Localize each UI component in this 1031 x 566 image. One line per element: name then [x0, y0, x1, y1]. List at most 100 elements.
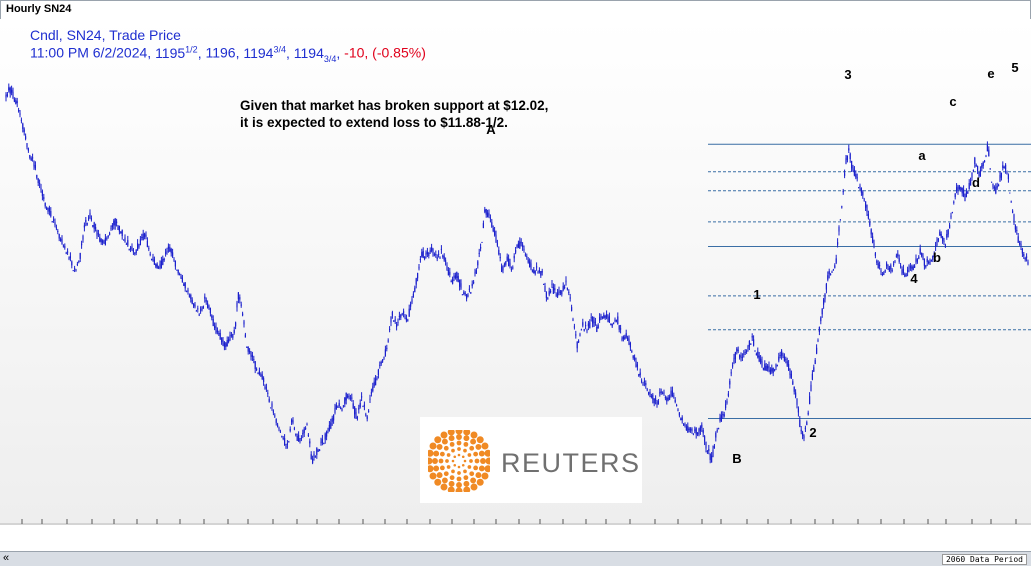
candle-body [874, 253, 876, 256]
scroll-left-button[interactable]: « [3, 552, 10, 564]
candle-body [935, 245, 937, 247]
candle-body [170, 248, 172, 254]
candle-body [620, 328, 622, 330]
candle-body [307, 434, 309, 436]
candle-body [155, 263, 157, 267]
candle-body [575, 334, 577, 336]
candle-body [811, 373, 813, 380]
candle-body [113, 220, 115, 226]
candle-body [865, 201, 867, 208]
candle-body [253, 359, 255, 361]
candle-body [124, 237, 126, 242]
candle-body [975, 165, 977, 167]
logo-dot [478, 450, 485, 457]
candle-body [286, 443, 288, 445]
candle-body [788, 364, 790, 370]
candle-body [461, 294, 463, 296]
candle-body [768, 365, 770, 371]
candle-body [971, 172, 973, 178]
candle-body [410, 303, 412, 307]
candle-body [22, 123, 24, 129]
price-chart[interactable]: A B 1 2 3 4 5 a b c d e 232528310206081114162123272… [0, 19, 1031, 525]
candle-body [650, 396, 652, 398]
candle-body [649, 391, 651, 397]
candle-body [33, 161, 35, 167]
candle-body [659, 392, 661, 394]
candle-body [660, 391, 662, 393]
candle-body [153, 259, 155, 265]
candle-body [488, 213, 490, 216]
candle-body [593, 320, 595, 327]
candle-body [50, 211, 52, 217]
candle-body [229, 335, 231, 340]
candle-body [1007, 174, 1009, 180]
candle-body [319, 449, 321, 451]
logo-dot [480, 458, 486, 464]
candle-body [306, 424, 308, 426]
candle-body [356, 417, 358, 419]
candle-body [939, 231, 941, 236]
candle-body [634, 357, 636, 360]
logo-dot [475, 472, 482, 479]
candle-body [807, 412, 809, 415]
candle-body [53, 219, 55, 221]
candle-body [681, 417, 683, 421]
candle-body [132, 249, 134, 253]
candle-body [852, 167, 854, 171]
candle-body [887, 265, 889, 268]
candle-body [652, 394, 654, 400]
candle-body [218, 333, 220, 335]
candle-body [673, 395, 675, 397]
candle-body [586, 330, 588, 332]
candle-body [800, 429, 802, 432]
candle-body [131, 246, 133, 248]
candle-body [496, 242, 498, 246]
candle-body [687, 425, 689, 433]
candle-body [337, 406, 339, 408]
candle-body [839, 219, 841, 221]
candle-body [558, 290, 560, 293]
candle-body [368, 410, 370, 412]
candle-body [9, 87, 11, 94]
candle-body [473, 281, 475, 284]
candle-body [730, 372, 732, 374]
candle-body [251, 354, 253, 357]
legend-low-whole: 1194 [243, 44, 274, 61]
candle-body [296, 436, 298, 441]
candle-body [750, 343, 752, 345]
candle-body [1005, 164, 1007, 170]
candle-body [667, 397, 669, 400]
logo-dot [463, 475, 469, 481]
candle-body [708, 449, 710, 452]
candle-body [629, 343, 631, 348]
candle-body [158, 267, 160, 269]
candle-body [967, 191, 969, 194]
candle-body [600, 315, 602, 318]
candle-body [65, 252, 67, 254]
candle-body [302, 433, 304, 435]
candle-body [950, 215, 952, 218]
candle-body [264, 386, 266, 389]
candle-body [400, 314, 402, 318]
candle-body [106, 238, 108, 240]
candle-body [718, 428, 720, 430]
candle-body [228, 339, 230, 343]
candle-body [268, 398, 270, 402]
candle-body [491, 222, 493, 227]
candle-body [267, 392, 269, 394]
candle-body [181, 277, 183, 283]
logo-dot [455, 430, 463, 435]
candle-body [69, 256, 71, 259]
candle-body [590, 317, 592, 319]
candle-body [554, 288, 556, 291]
level-lines [708, 143, 1031, 420]
candle-body [775, 364, 777, 368]
candle-body [340, 407, 342, 409]
logo-dot [440, 483, 448, 491]
candle-body [111, 225, 113, 228]
candle-body [81, 243, 83, 246]
candle-body [748, 341, 750, 347]
candle-body [139, 239, 141, 245]
logo-dot [447, 430, 455, 436]
candle-body [694, 429, 696, 431]
